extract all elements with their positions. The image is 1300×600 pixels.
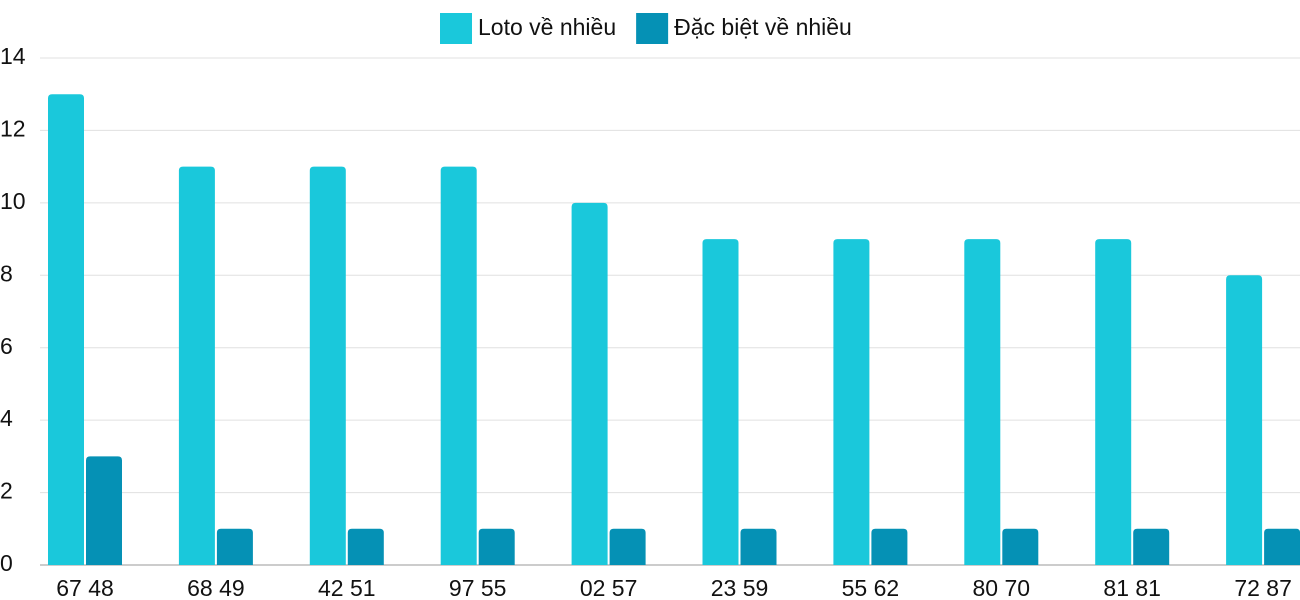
y-tick-label: 12	[0, 116, 26, 142]
x-tick-label: 42 51	[318, 575, 376, 600]
x-tick-label: 55 62	[842, 575, 900, 600]
x-tick-label: 97 55	[449, 575, 507, 600]
bar	[740, 528, 777, 565]
x-tick-label: 02 57	[580, 575, 638, 600]
bar	[1226, 275, 1263, 565]
bar	[1095, 239, 1132, 566]
bar	[48, 94, 84, 565]
bar	[86, 456, 122, 565]
legend-swatch	[636, 13, 669, 44]
legend-label: Loto về nhiều	[478, 14, 616, 40]
bar	[1002, 528, 1039, 565]
y-tick-label: 4	[0, 405, 13, 431]
x-tick-label: 72 87	[1234, 575, 1292, 600]
bar	[347, 528, 384, 565]
x-tick-label: 67 48	[56, 575, 114, 600]
legend-label: Đặc biệt về nhiều	[674, 14, 852, 40]
x-tick-label: 68 49	[187, 575, 245, 600]
bar	[571, 202, 608, 565]
bar	[609, 528, 646, 565]
x-tick-label: 23 59	[711, 575, 769, 600]
bar	[1133, 528, 1170, 565]
x-tick-label: 81 81	[1103, 575, 1161, 600]
y-tick-label: 2	[0, 478, 13, 504]
bar	[478, 528, 515, 565]
x-tick-label: 80 70	[973, 575, 1031, 600]
bar	[440, 166, 477, 565]
bar	[216, 528, 253, 565]
y-tick-label: 10	[0, 188, 26, 214]
bar	[309, 166, 346, 565]
bar	[871, 528, 908, 565]
y-tick-label: 0	[0, 550, 13, 576]
y-tick-label: 8	[0, 260, 13, 286]
bar	[833, 239, 870, 566]
y-tick-label: 6	[0, 333, 13, 359]
bar	[178, 166, 215, 565]
legend-swatch	[440, 13, 472, 44]
bar	[702, 239, 739, 566]
bar	[964, 239, 1001, 566]
bar	[1264, 528, 1300, 565]
y-tick-label: 14	[0, 43, 26, 69]
